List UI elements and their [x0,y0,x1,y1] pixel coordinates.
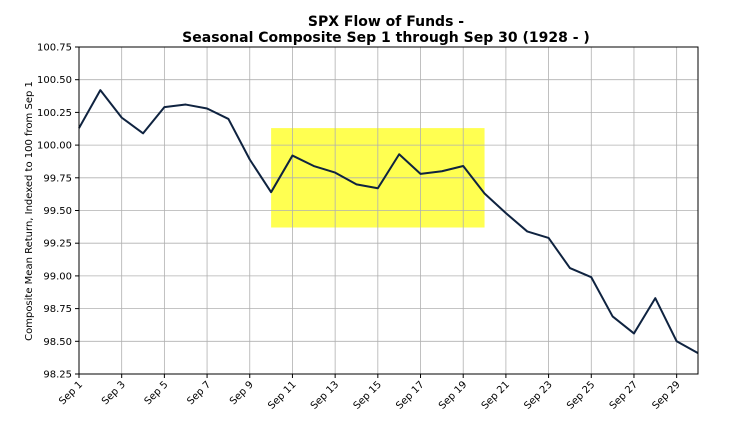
chart-title-line-2: Seasonal Composite Sep 1 through Sep 30 … [182,30,590,46]
x-tick-label: Sep 9 [228,379,256,407]
y-tick-label: 100.00 [37,141,72,152]
x-tick-label: Sep 11 [266,379,298,411]
x-tick-label: Sep 27 [608,379,640,411]
y-axis-label: Composite Mean Return, Indexed to 100 fr… [24,81,35,341]
y-tick-label: 98.75 [43,304,72,315]
y-tick-label: 99.25 [43,239,72,250]
y-tick-label: 99.00 [43,271,72,282]
y-tick-label: 100.75 [37,43,72,54]
y-tick-label: 98.25 [43,370,72,381]
y-tick-label: 98.50 [43,337,72,348]
x-tick-label: Sep 23 [522,379,554,411]
x-tick-label: Sep 21 [480,379,512,411]
y-tick-label: 99.50 [43,206,72,217]
x-tick-label: Sep 3 [100,379,128,407]
series-line [78,89,699,354]
chart-title-line-1: SPX Flow of Funds - [308,14,464,30]
y-tick-label: 100.25 [37,108,72,119]
x-tick-label: Sep 5 [143,379,171,407]
y-tick-label: 99.75 [43,173,72,184]
x-tick-label: Sep 25 [565,379,597,411]
x-tick-label: Sep 13 [309,379,341,411]
x-tick-label: Sep 19 [437,379,469,411]
x-tick-label: Sep 7 [185,379,213,407]
x-tick-label: Sep 1 [57,379,85,407]
x-tick-label: Sep 15 [352,379,384,411]
y-tick-label: 100.50 [37,75,72,86]
x-tick-label: Sep 17 [394,379,426,411]
x-tick-label: Sep 29 [650,379,682,411]
